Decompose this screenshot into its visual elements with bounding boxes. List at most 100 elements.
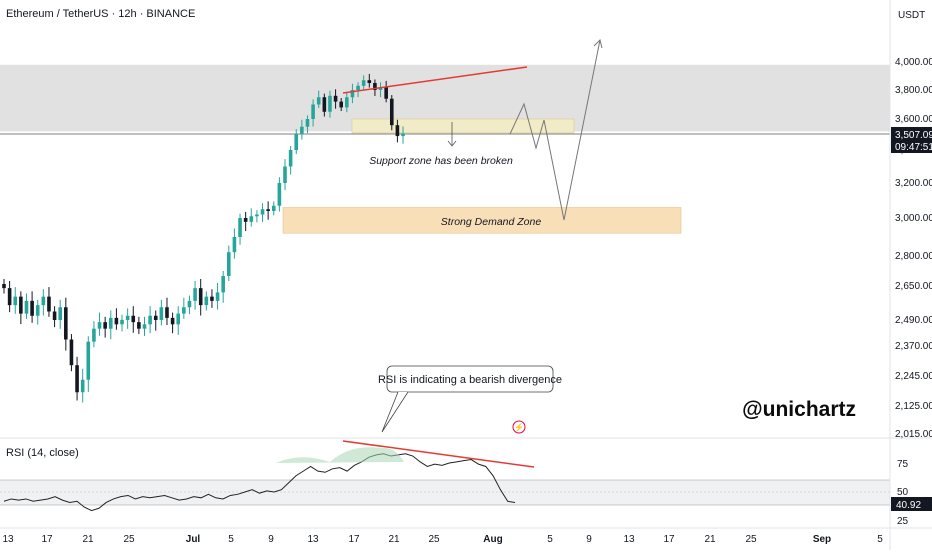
candle-body bbox=[24, 300, 29, 314]
time-tick-label: 21 bbox=[82, 534, 94, 545]
candle-body bbox=[41, 296, 46, 306]
candle-body bbox=[266, 209, 270, 211]
candle-body bbox=[75, 365, 79, 393]
candle-body bbox=[350, 90, 355, 98]
candle-body bbox=[395, 125, 400, 137]
candle-body bbox=[339, 101, 343, 108]
candle-body bbox=[311, 104, 315, 119]
candle-body bbox=[288, 150, 293, 167]
symbol-title[interactable]: Ethereum / TetherUS · 12h · BINANCE bbox=[6, 8, 196, 20]
candle-body bbox=[378, 87, 383, 90]
rsi-divergence-line bbox=[342, 440, 535, 468]
candle-body bbox=[131, 315, 136, 323]
time-tick-label: Sep bbox=[813, 534, 831, 545]
candle-body bbox=[64, 307, 68, 340]
support-break-arrowhead bbox=[447, 140, 457, 147]
last-price-tag bbox=[891, 127, 932, 153]
candle-body bbox=[142, 324, 147, 329]
candle-body bbox=[176, 313, 181, 325]
time-tick-label: 25 bbox=[745, 534, 757, 545]
currency-label: USDT bbox=[898, 10, 925, 21]
projection-arrowhead bbox=[593, 39, 603, 49]
candle-body bbox=[2, 284, 6, 289]
candle-body bbox=[300, 126, 304, 135]
price-tick-label: 2,125.00 bbox=[895, 401, 932, 412]
candle-body bbox=[389, 98, 394, 126]
rsi-callout-pointer bbox=[381, 391, 409, 433]
candle-body bbox=[361, 80, 366, 86]
candle-body bbox=[120, 320, 124, 325]
countdown-value: 09:47:51 bbox=[895, 142, 932, 153]
price-tick-label: 2,800.00 bbox=[895, 251, 932, 262]
candle-body bbox=[198, 288, 203, 306]
candle-body bbox=[86, 341, 91, 380]
price-tick-label: 3,600.00 bbox=[895, 114, 932, 125]
time-tick-label: 5 bbox=[877, 534, 883, 545]
candle-body bbox=[294, 134, 299, 150]
candle-body bbox=[159, 307, 164, 320]
candle-body bbox=[103, 322, 107, 329]
candle-body bbox=[333, 95, 338, 102]
candle-body bbox=[13, 296, 18, 306]
price-tick-label: 2,015.00 bbox=[895, 429, 932, 440]
time-tick-label: 17 bbox=[41, 534, 53, 545]
candle-body bbox=[137, 322, 141, 329]
candle-body bbox=[170, 317, 175, 325]
candle-body bbox=[35, 305, 40, 316]
candle-body bbox=[316, 97, 321, 105]
rsi-tick-label: 50 bbox=[897, 487, 909, 498]
candle-body bbox=[271, 205, 276, 211]
candle-body bbox=[277, 183, 282, 206]
last-price-value: 3,507.09 bbox=[895, 130, 932, 141]
price-divergence-line bbox=[342, 66, 528, 94]
candle-body bbox=[153, 315, 158, 320]
price-tick-label: 2,650.00 bbox=[895, 281, 932, 292]
rsi-line bbox=[3, 453, 516, 512]
time-tick-label: 5 bbox=[547, 534, 553, 545]
price-tick-label: 2,490.00 bbox=[895, 315, 932, 326]
time-tick-label: 21 bbox=[704, 534, 716, 545]
time-tick-label: 21 bbox=[388, 534, 400, 545]
demand-zone bbox=[282, 207, 682, 234]
alert-icon-glyph: ⚡ bbox=[514, 422, 524, 432]
time-tick-label: 9 bbox=[268, 534, 274, 545]
candle-body bbox=[19, 296, 23, 314]
candle-body bbox=[52, 311, 57, 320]
candle-body bbox=[367, 80, 372, 83]
candle-body bbox=[215, 292, 220, 301]
price-tick-label: 3,200.00 bbox=[895, 178, 932, 189]
candle-body bbox=[97, 322, 102, 329]
candle-body bbox=[80, 379, 85, 393]
candle-body bbox=[69, 339, 74, 366]
rsi-label[interactable]: RSI (14, close) bbox=[6, 447, 79, 459]
candle-body bbox=[108, 317, 113, 329]
price-tick-label: 3,000.00 bbox=[895, 213, 932, 224]
candle-body bbox=[47, 296, 51, 312]
candle-body bbox=[373, 83, 377, 90]
support-zone bbox=[351, 118, 575, 134]
candle-body bbox=[260, 209, 265, 215]
watermark-text: @unichartz bbox=[742, 398, 856, 421]
time-tick-label: 25 bbox=[123, 534, 135, 545]
rsi-band bbox=[0, 480, 890, 505]
rsi-callout-text: RSI is indicating a bearish divergence bbox=[378, 374, 562, 386]
price-tick-label: 3,800.00 bbox=[895, 85, 932, 96]
candle-body bbox=[249, 216, 254, 222]
time-tick-label: 5 bbox=[228, 534, 234, 545]
price-tick-label: 2,245.00 bbox=[895, 371, 932, 382]
time-tick-label: 13 bbox=[2, 534, 14, 545]
rsi-tick-label: 25 bbox=[897, 516, 909, 527]
candle-body bbox=[210, 296, 214, 301]
rsi-callout-box bbox=[386, 365, 554, 393]
rsi-value-tag bbox=[891, 497, 932, 511]
time-tick-label: Aug bbox=[483, 534, 502, 545]
candle-body bbox=[221, 276, 225, 293]
candle-body bbox=[384, 87, 388, 99]
rsi-value: 40.92 bbox=[896, 500, 921, 511]
candle-body bbox=[204, 296, 209, 306]
candle-body bbox=[30, 300, 34, 316]
rsi-overbought-fill bbox=[276, 447, 404, 463]
candle-body bbox=[305, 119, 310, 127]
time-tick-label: 13 bbox=[307, 534, 319, 545]
